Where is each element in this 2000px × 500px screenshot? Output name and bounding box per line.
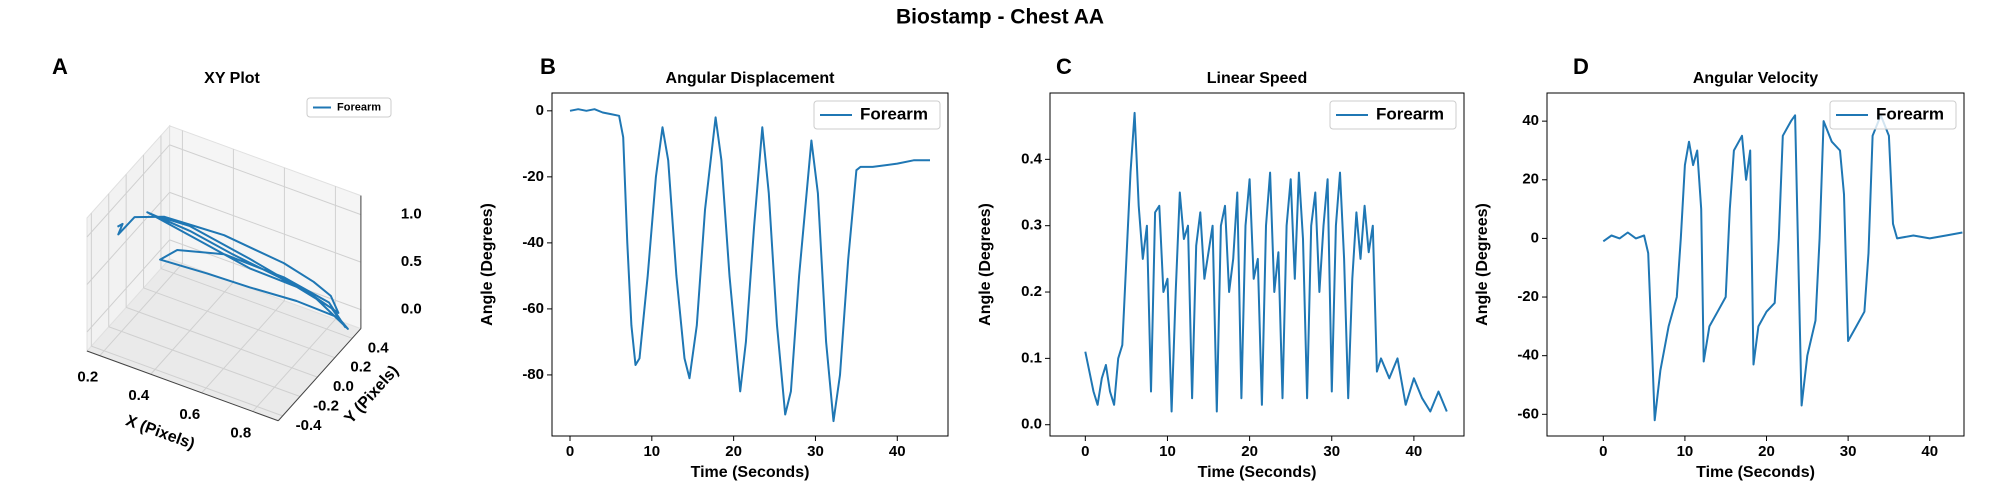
data-line [117,211,349,330]
y-tick-label: -60 [522,300,544,317]
x-tick-label: 20 [1241,443,1258,460]
x-tick-label: 40 [889,443,906,460]
y-tick-label: 0.4 [1021,150,1043,167]
grid-line [91,345,283,417]
chart-title: Linear Speed [1207,70,1307,87]
legend-label: Forearm [337,101,381,113]
x-tick-label: 0.6 [179,406,200,423]
grid-line [125,306,318,378]
grid-line [86,239,171,333]
grid-line [86,192,171,285]
y-tick-label: -40 [1517,347,1539,364]
data-line [569,108,930,423]
z-tick-label: 0.0 [401,301,422,318]
x-tick-label: 0 [1599,443,1607,460]
x-tick-label: 30 [1323,443,1340,460]
x-tick-label: 0 [566,443,574,460]
x-tick-label: 20 [725,443,742,460]
panel-label: C [1056,54,1072,79]
y-tick-label: 0.4 [368,339,390,356]
y-tick-label: 0.0 [1021,416,1042,433]
grid-line [108,326,301,397]
y-tick-label: 0 [1531,229,1539,246]
y-axis-line [277,328,362,422]
grid-line [169,144,362,216]
chart-title: Angular Displacement [666,70,836,87]
plot-frame [1546,92,1965,437]
y-axis-label: Angle (Degrees) [977,203,994,326]
legend-box [1329,100,1457,130]
x-tick-label: 0.2 [77,369,98,386]
z-tick-label: 1.0 [401,206,422,223]
y-tick-label: -80 [522,366,544,383]
panel-label: D [1573,54,1589,79]
plot-frame [551,92,949,437]
plot-frame [1049,92,1465,437]
grid-line [86,144,171,238]
y-tick-label: 0.2 [350,359,371,376]
y-tick-label: 0 [536,102,544,119]
x-tick-label: 30 [807,443,824,460]
grid-line [99,263,183,356]
x-tick-label: 40 [1921,443,1938,460]
y-axis-label: Angle (Degrees) [1474,203,1491,326]
y-tick-label: -0.4 [296,417,323,434]
x-axis-label: Time (Seconds) [691,464,810,481]
x-axis-label: Time (Seconds) [1198,464,1317,481]
grid-line [252,318,336,412]
grid-line [169,191,362,263]
y-tick-label: 20 [1522,171,1539,188]
y-tick-label: -60 [1517,405,1539,422]
y-tick-label: 0.3 [1021,217,1042,234]
x-tick-label: 20 [1758,443,1775,460]
y-tick-label: 0.0 [333,378,354,395]
x-tick-label: 30 [1840,443,1857,460]
y-axis-label: Angle (Degrees) [479,203,496,326]
y-tick-label: -20 [522,168,544,185]
legend-box [813,100,941,130]
y-tick-label: 0.2 [1021,283,1042,300]
x-tick-label: 10 [643,443,660,460]
y-tick-label: -20 [1517,288,1539,305]
x-tick-label: 0.4 [128,387,150,404]
x-tick-label: 10 [1677,443,1694,460]
grid-line [160,268,353,339]
grid-line [143,287,335,359]
panel-label: B [540,54,556,79]
x-axis-line [86,350,279,422]
y-tick-label: -40 [522,234,544,251]
legend-box [306,97,392,118]
legend-box [1829,100,1957,130]
x-tick-label: 0 [1081,443,1089,460]
legend-label: Forearm [1876,104,1944,123]
data-line [1602,114,1963,422]
legend-label: Forearm [860,104,928,123]
panel-label: A [52,54,68,79]
grid-line [201,300,285,394]
y-tick-label: 40 [1522,112,1539,129]
grid-line [150,281,234,375]
legend-label: Forearm [1376,104,1444,123]
x-tick-label: 0.8 [230,424,251,441]
figure-title: Biostamp - Chest AA [896,6,1104,29]
x-axis-label: Time (Seconds) [1696,464,1815,481]
chart-title: XY Plot [204,70,260,87]
y-tick-label: -0.2 [313,397,339,414]
x-tick-label: 40 [1406,443,1423,460]
chart-title: Angular Velocity [1693,70,1818,87]
y-tick-label: 0.1 [1021,349,1042,366]
x-tick-label: 10 [1159,443,1176,460]
z-tick-label: 0.5 [401,253,422,270]
data-line [1084,111,1448,413]
